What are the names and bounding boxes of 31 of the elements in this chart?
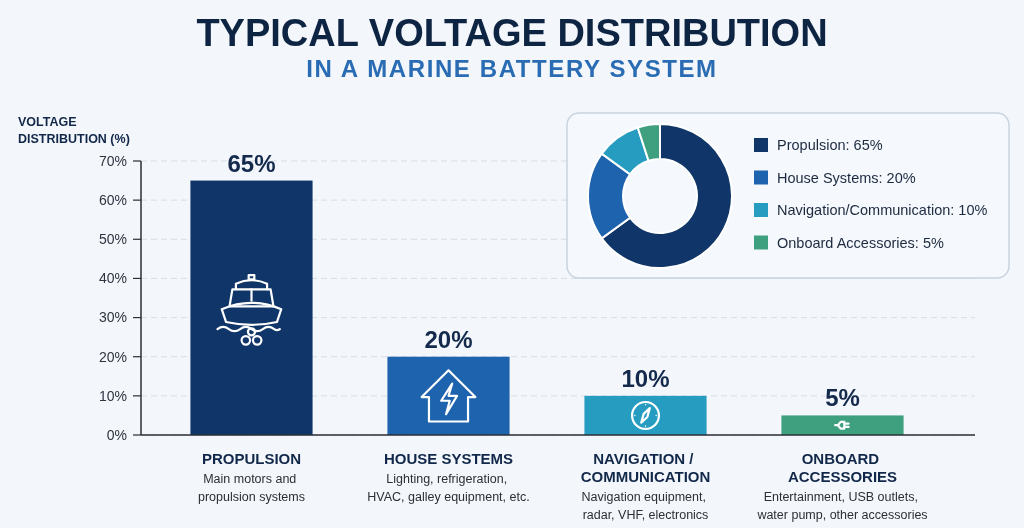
legend-label: Navigation/Communication: 10% (777, 202, 988, 219)
y-tick-label: 70% (98, 152, 127, 169)
y-tick-label: 40% (98, 270, 127, 287)
data-label: 10% (621, 364, 670, 392)
bar (387, 356, 510, 435)
text: Navigation equipment, radar, VHF, electronics (581, 490, 710, 522)
text: Entertainment, USB outlets, water pump, other accessories (756, 490, 928, 522)
y-tick-label: 0% (106, 426, 127, 443)
y-tick-label: 10% (98, 387, 127, 404)
chart-subtitle: IN A MARINE BATTERY SYSTEM (306, 55, 718, 82)
y-tick-label: 60% (98, 192, 127, 209)
data-label: 5% (825, 384, 860, 412)
x-tick-label: HOUSE SYSTEMS (383, 450, 514, 467)
legend-label: House Systems: 20% (777, 169, 916, 186)
bar (781, 415, 904, 435)
y-axis-title: VOLTAGE DISTRIBUTION (%) (18, 115, 130, 146)
bar (584, 395, 707, 435)
text: Main motors and propulsion systems (198, 472, 305, 504)
x-tick-label: PROPULSION (201, 450, 302, 467)
y-tick-label: 50% (98, 231, 127, 248)
bar (190, 180, 313, 435)
y-tick-label: 20% (98, 348, 127, 365)
chart-title: TYPICAL VOLTAGE DISTRIBUTION (196, 12, 828, 54)
legend-label: Propulsion: 65% (777, 137, 883, 154)
data-label: 65% (227, 149, 276, 177)
x-tick-label: ONBOARD ACCESSORIES (787, 450, 898, 485)
text: Lighting, refrigeration, HVAC, galley equipment, etc. (367, 472, 530, 504)
legend-label: Onboard Accessories: 5% (777, 234, 944, 251)
y-tick-label: 30% (98, 309, 127, 326)
x-tick-label: NAVIGATION / COMMUNICATION (580, 450, 711, 485)
data-label: 20% (424, 325, 473, 353)
